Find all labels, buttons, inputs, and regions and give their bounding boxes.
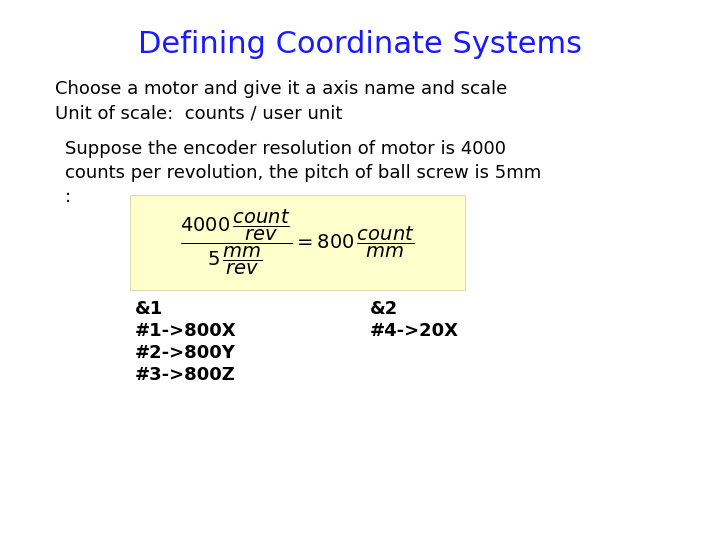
Text: Choose a motor and give it a axis name and scale: Choose a motor and give it a axis name a… <box>55 80 508 98</box>
Text: #2->800Y: #2->800Y <box>135 344 236 362</box>
Text: :: : <box>65 188 71 206</box>
Text: #1->800X: #1->800X <box>135 322 237 340</box>
Text: counts per revolution, the pitch of ball screw is 5mm: counts per revolution, the pitch of ball… <box>65 164 541 182</box>
Text: Suppose the encoder resolution of motor is 4000: Suppose the encoder resolution of motor … <box>65 140 506 158</box>
Text: $\dfrac{4000\,\dfrac{\mathit{count}}{\mathit{rev}}}{5\,\dfrac{\mathit{mm}}{\math: $\dfrac{4000\,\dfrac{\mathit{count}}{\ma… <box>180 208 415 277</box>
Text: &1: &1 <box>135 300 163 318</box>
Text: Defining Coordinate Systems: Defining Coordinate Systems <box>138 30 582 59</box>
FancyBboxPatch shape <box>130 195 465 290</box>
Text: &2: &2 <box>370 300 398 318</box>
Text: #3->800Z: #3->800Z <box>135 366 235 384</box>
Text: Unit of scale:  counts / user unit: Unit of scale: counts / user unit <box>55 105 343 123</box>
Text: #4->20X: #4->20X <box>370 322 459 340</box>
